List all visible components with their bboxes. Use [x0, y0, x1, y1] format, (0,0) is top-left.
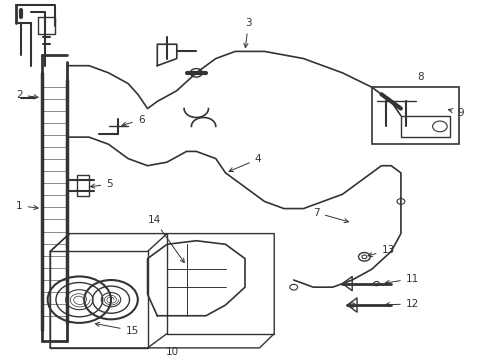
Text: 14: 14 — [147, 215, 184, 262]
Text: 2: 2 — [16, 90, 38, 100]
Text: 11: 11 — [385, 274, 419, 284]
Bar — [38, 18, 55, 33]
Text: 7: 7 — [313, 208, 348, 223]
Bar — [77, 175, 89, 196]
Text: 6: 6 — [122, 115, 145, 126]
Text: 1: 1 — [16, 201, 38, 211]
Text: 13: 13 — [368, 245, 394, 257]
Text: 8: 8 — [417, 72, 424, 82]
Text: 15: 15 — [96, 322, 139, 336]
Text: 9: 9 — [448, 108, 464, 118]
Text: 3: 3 — [244, 18, 252, 48]
Text: 10: 10 — [165, 347, 178, 357]
Text: 4: 4 — [229, 154, 261, 172]
Text: 12: 12 — [385, 299, 419, 309]
Bar — [401, 116, 450, 137]
Bar — [50, 251, 147, 348]
Bar — [372, 87, 460, 144]
Text: 5: 5 — [91, 179, 113, 189]
